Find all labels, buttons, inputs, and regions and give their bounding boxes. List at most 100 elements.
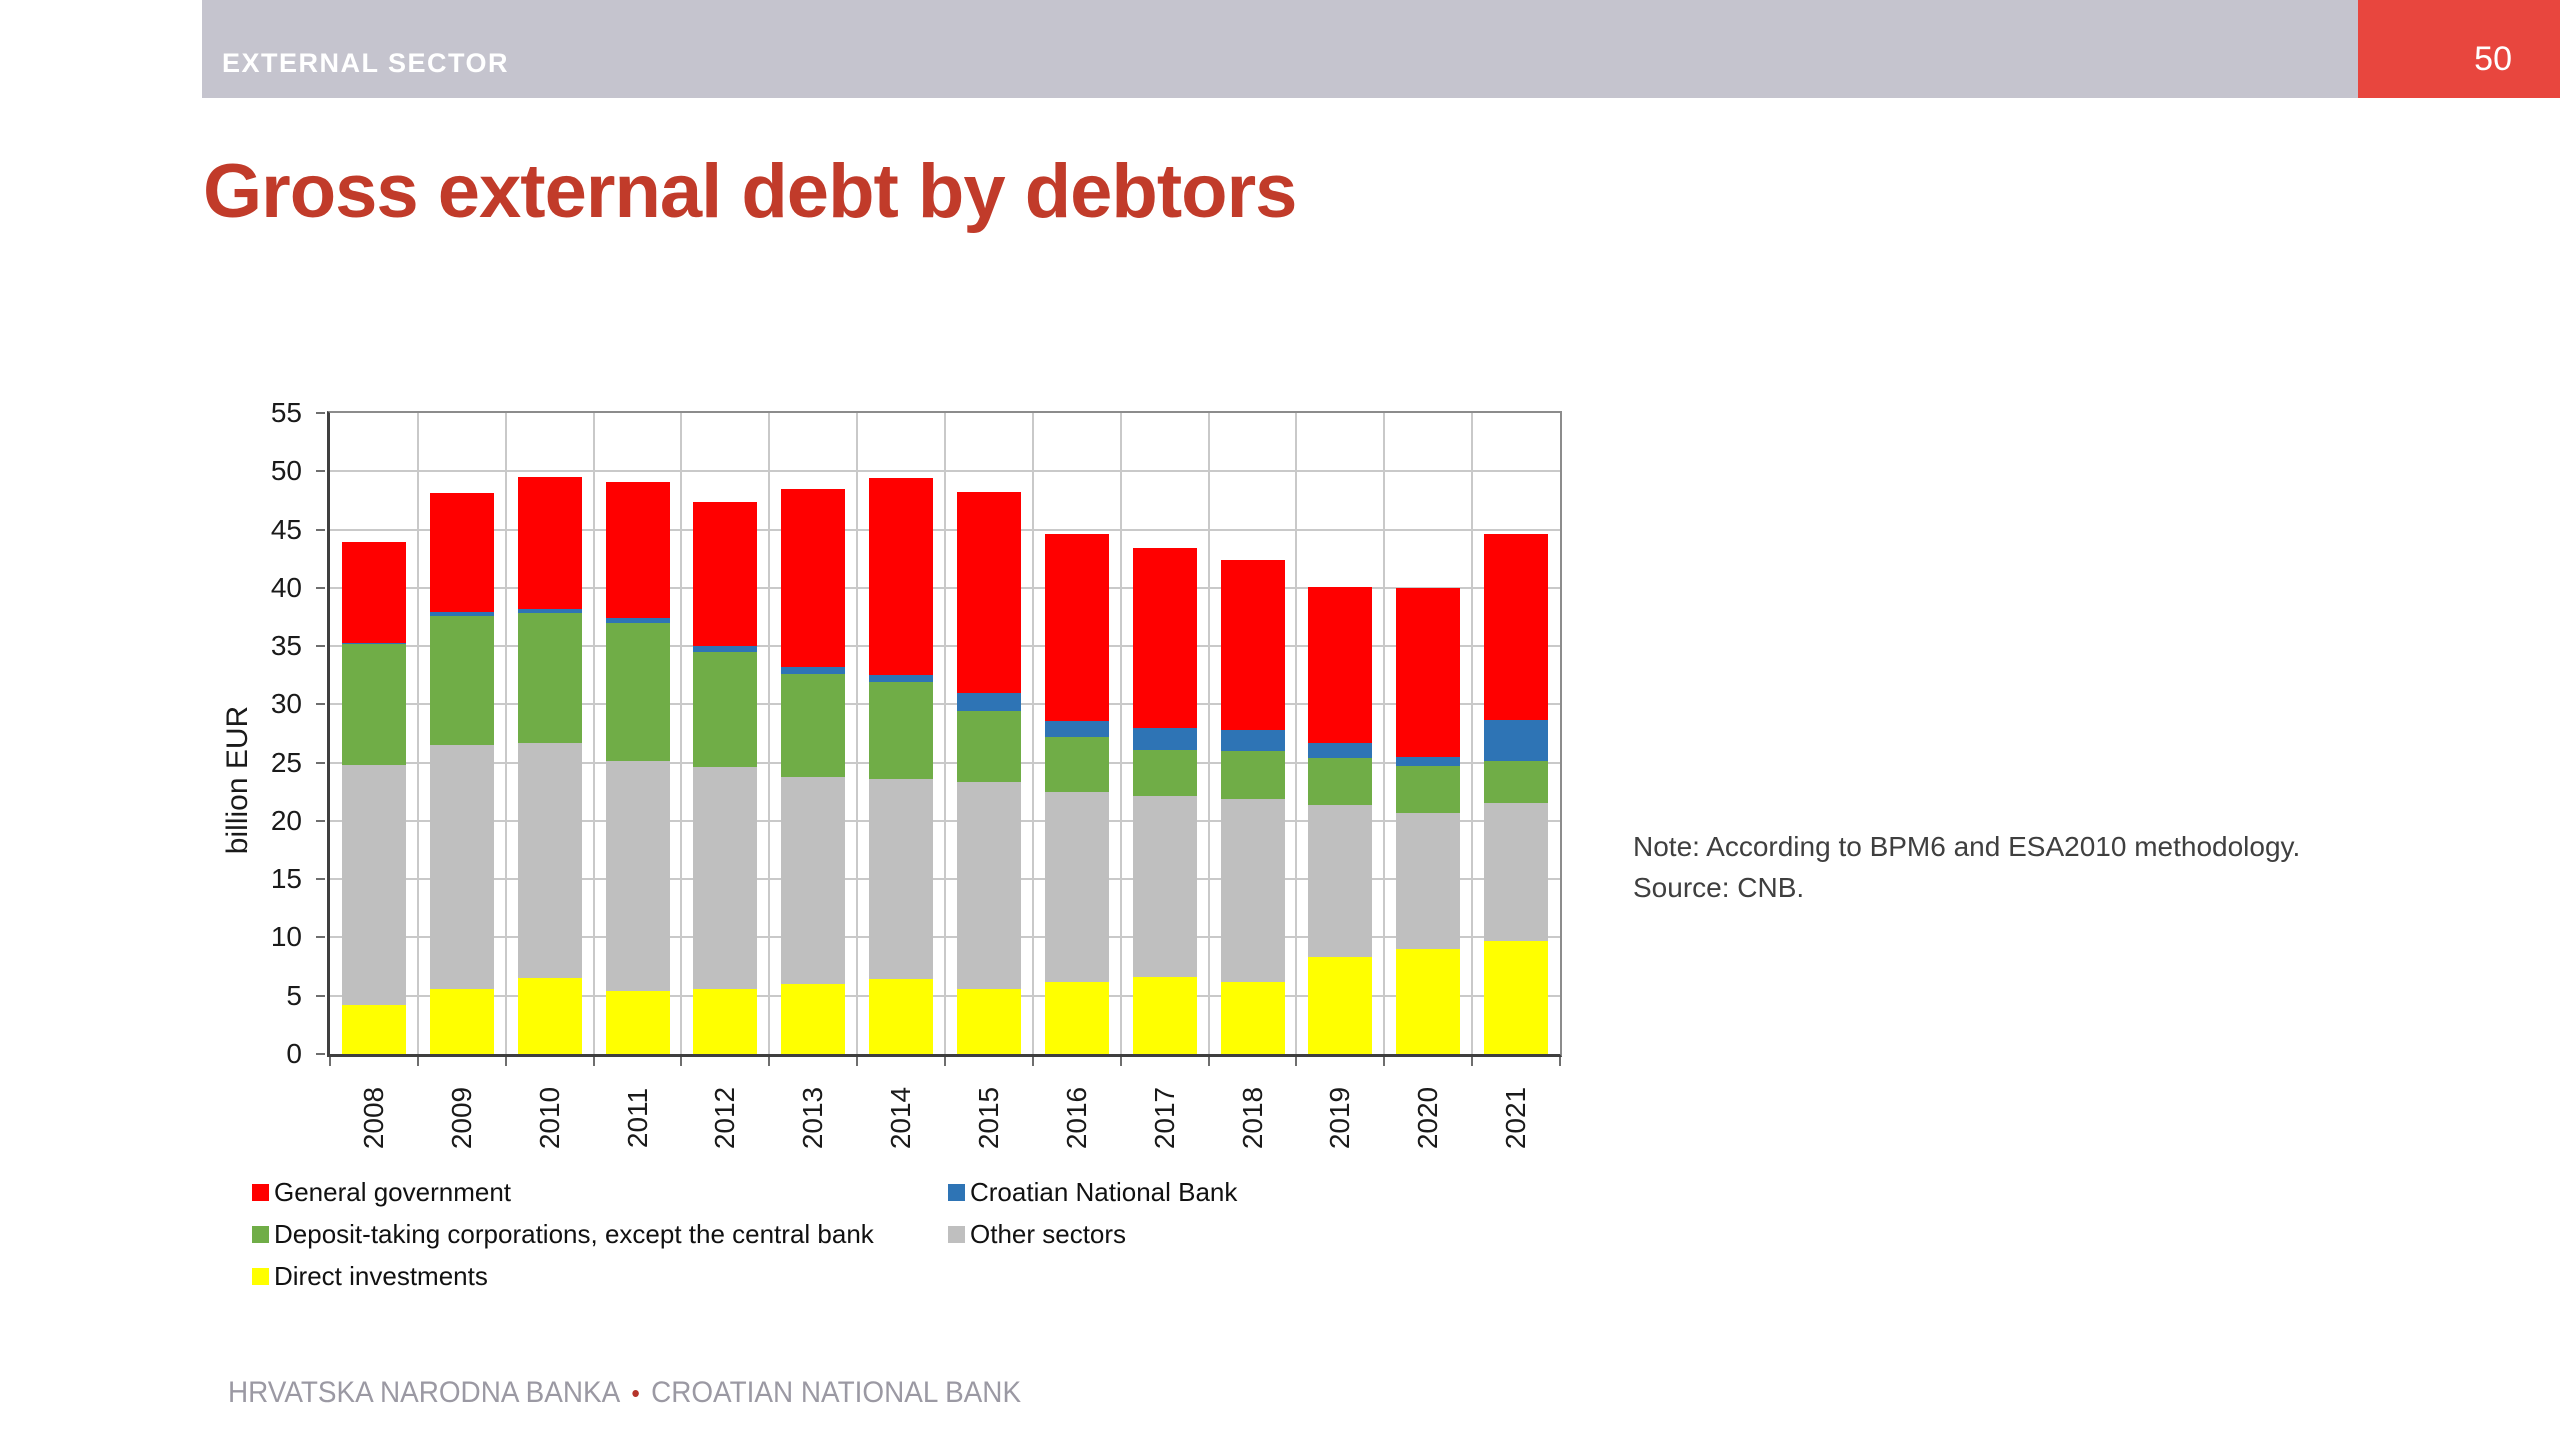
bar-segment xyxy=(605,481,670,619)
gridline-x xyxy=(592,413,595,1054)
x-tick-mark xyxy=(1383,1057,1386,1066)
legend-swatch xyxy=(252,1225,269,1243)
bar-segment xyxy=(781,667,846,675)
bar-segment xyxy=(1220,559,1285,731)
bar-segment xyxy=(517,477,582,609)
bar-segment xyxy=(1044,981,1109,1054)
bar-segment xyxy=(1132,796,1197,978)
page-number-box: 50 xyxy=(2358,0,2560,98)
gridline-x xyxy=(1031,413,1034,1054)
gridline-x xyxy=(1383,413,1386,1054)
y-tick-mark xyxy=(316,470,325,473)
gridline-x xyxy=(416,413,419,1054)
y-tick-mark xyxy=(316,412,325,414)
x-tick-mark xyxy=(944,1057,946,1066)
legend-swatch xyxy=(252,1183,269,1201)
bar-segment xyxy=(1396,587,1461,757)
y-tick-mark xyxy=(316,819,325,822)
bar-segment xyxy=(1484,761,1549,804)
y-tick-label: 50 xyxy=(270,455,302,487)
legend-label: Other sectors xyxy=(970,1218,1127,1249)
bar-segment xyxy=(1308,742,1373,758)
x-tick-label: 2021 xyxy=(1500,1086,1532,1150)
bar-segment xyxy=(1484,719,1549,762)
bar-segment xyxy=(1396,756,1461,767)
x-tick-label: 2011 xyxy=(621,1087,653,1149)
y-tick-mark xyxy=(316,878,325,881)
bar-segment xyxy=(956,782,1021,989)
plot-area xyxy=(327,411,1562,1057)
legend-swatch xyxy=(948,1183,965,1201)
header-band: EXTERNAL SECTOR xyxy=(202,0,2358,98)
page-title: Gross external debt by debtors xyxy=(203,149,1297,234)
footer-text-hr: HRVATSKA NARODNA BANKA xyxy=(228,1376,621,1409)
x-tick-mark xyxy=(329,1057,331,1066)
y-tick-label: 55 xyxy=(270,397,302,428)
y-tick-label: 20 xyxy=(270,804,302,836)
y-tick-label: 30 xyxy=(270,688,302,720)
bar-segment xyxy=(869,675,934,683)
bar-segment xyxy=(1132,977,1197,1054)
bar-segment xyxy=(605,991,670,1054)
bar-segment xyxy=(1396,812,1461,950)
gridline-x xyxy=(1471,413,1474,1054)
bar-segment xyxy=(341,542,406,643)
x-tick-label: 2010 xyxy=(533,1086,565,1150)
footer: HRVATSKA NARODNA BANKA • CROATIAN NATIONAL… xyxy=(228,1376,1021,1410)
bar-segment xyxy=(869,979,934,1054)
legend-label: Direct investments xyxy=(274,1260,488,1291)
legend-swatch xyxy=(252,1267,269,1285)
y-tick-label: 0 xyxy=(286,1038,302,1069)
gridline-x xyxy=(504,413,507,1054)
bar-segment xyxy=(956,988,1021,1054)
bar-segment xyxy=(693,767,758,989)
bar-segment xyxy=(781,674,846,777)
gridline-x xyxy=(1207,413,1210,1054)
bar-segment xyxy=(605,622,670,762)
y-tick-label: 25 xyxy=(270,746,302,778)
x-tick-mark xyxy=(592,1057,595,1066)
bar-segment xyxy=(1484,534,1549,720)
bar-segment xyxy=(1132,749,1197,797)
bar-segment xyxy=(1484,803,1549,941)
legend-item: Direct investments xyxy=(252,1260,488,1292)
bar-segment xyxy=(429,745,494,989)
bar-segment xyxy=(956,692,1021,712)
bar-segment xyxy=(693,651,758,768)
bar-segment xyxy=(781,776,846,985)
bar-segment xyxy=(341,764,406,1006)
gridline-x xyxy=(680,413,683,1054)
bar-segment xyxy=(781,984,846,1054)
bar-segment xyxy=(1220,750,1285,799)
bar-segment xyxy=(693,646,758,652)
note-line-1: Note: According to BPM6 and ESA2010 meth… xyxy=(1633,831,2301,862)
x-tick-mark xyxy=(416,1057,419,1066)
bar-segment xyxy=(1044,534,1109,721)
bar-segment xyxy=(429,493,494,613)
bar-segment xyxy=(1308,757,1373,805)
bar-segment xyxy=(1484,940,1549,1054)
x-tick-label: 2008 xyxy=(357,1086,389,1150)
y-tick-mark xyxy=(316,586,325,589)
x-tick-mark xyxy=(1471,1057,1474,1066)
bar-segment xyxy=(517,608,582,614)
bar-segment xyxy=(605,761,670,992)
legend-label: Deposit-taking corporations, except the … xyxy=(274,1218,874,1249)
legend-item: Deposit-taking corporations, except the … xyxy=(252,1218,874,1250)
x-tick-mark xyxy=(768,1057,771,1066)
legend-label: Croatian National Bank xyxy=(970,1176,1238,1207)
gridline-x xyxy=(768,413,771,1054)
y-tick-mark xyxy=(316,528,325,531)
bar-segment xyxy=(429,988,494,1054)
gridline-x xyxy=(1295,413,1298,1054)
legend-swatch xyxy=(948,1225,965,1243)
y-tick-mark xyxy=(316,645,325,648)
y-tick-mark xyxy=(316,761,325,764)
bar-segment xyxy=(956,711,1021,783)
bar-segment xyxy=(517,742,582,979)
y-tick-label: 35 xyxy=(270,630,302,662)
legend-item: General government xyxy=(252,1176,511,1208)
y-tick-label: 10 xyxy=(270,921,302,953)
x-tick-label: 2015 xyxy=(972,1086,1004,1150)
